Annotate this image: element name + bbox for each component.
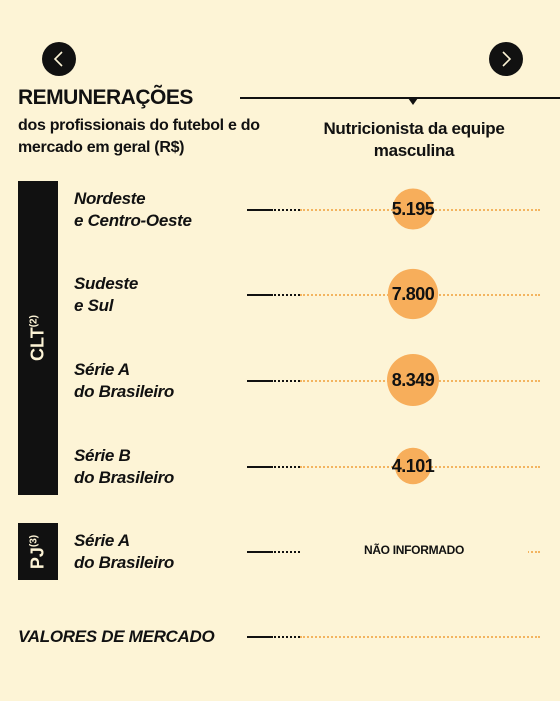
group-label-clt: CLT(2) [27,315,48,361]
leader-line [247,636,273,638]
leader-line [247,209,273,211]
next-button[interactable] [489,42,523,76]
guide-dots [300,466,540,468]
guide-dots [300,380,540,382]
leader-line [247,551,273,553]
title-rule-arrow [408,98,418,105]
chart-title: REMUNERAÇÕES [18,86,193,109]
previous-button[interactable] [42,42,76,76]
row-label: Nordeste e Centro-Oeste [74,189,192,230]
leader-dots [274,466,300,468]
leader-dots [274,294,300,296]
guide-dots [300,636,540,638]
row-label: Sudeste e Sul [74,274,139,315]
group-bar-clt: CLT(2) [18,181,58,495]
title-rule [240,97,560,99]
leader-dots [274,636,300,638]
leader-dots [274,209,300,211]
leader-line [247,466,273,468]
leader-line [247,380,273,382]
chevron-right-icon [502,51,512,67]
leader-dots [274,380,300,382]
market-label: VALORES DE MERCADO [18,627,215,646]
guide-dots [300,294,540,296]
guide-dots [300,209,540,211]
group-label-pj: PJ(3) [27,534,48,569]
leader-dots [274,551,300,553]
not-informed-label: NÃO INFORMADO [300,543,528,557]
leader-line [247,294,273,296]
chevron-left-icon [53,51,63,67]
group-bar-pj: PJ(3) [18,523,58,580]
column-header: Nutricionista da equipe masculina [323,119,505,160]
chart-subtitle: dos profissionais do futebol e do mercad… [18,117,260,156]
